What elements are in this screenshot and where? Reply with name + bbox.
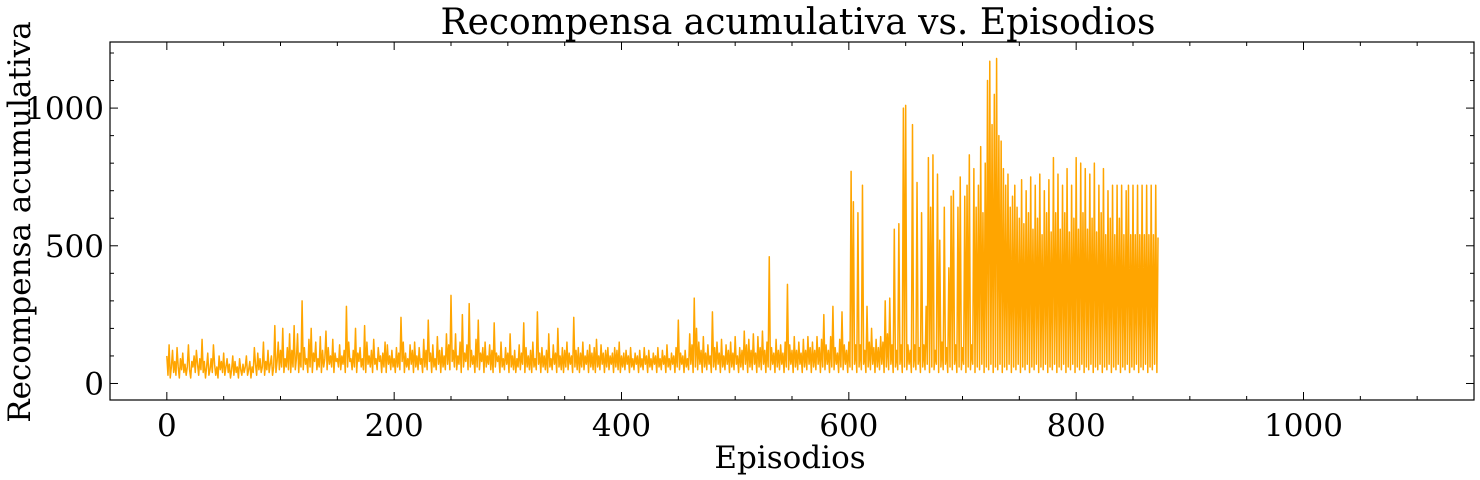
x-tick-label: 200 [365,408,424,444]
x-tick-label: 600 [819,408,878,444]
series-layer [166,57,1159,379]
x-tick-label: 1000 [1264,408,1343,444]
tick-labels: 0 200 400 600 800 1000 0 500 1000 [25,91,1343,444]
plot-frame [109,41,1475,401]
axis-ticks [109,42,1475,400]
y-tick-label: 500 [45,229,104,265]
chart-title: Recompensa acumulativa vs. Episodios [440,2,1155,43]
y-axis-label: Recompensa acumulativa [2,21,38,422]
x-axis-label: Episodios [714,440,865,476]
x-tick-label: 0 [157,408,177,444]
y-tick-label: 1000 [25,91,104,127]
x-tick-label: 800 [1047,408,1106,444]
series-line-0 [166,57,1159,379]
y-tick-label: 0 [84,366,104,402]
x-tick-label: 400 [592,408,651,444]
